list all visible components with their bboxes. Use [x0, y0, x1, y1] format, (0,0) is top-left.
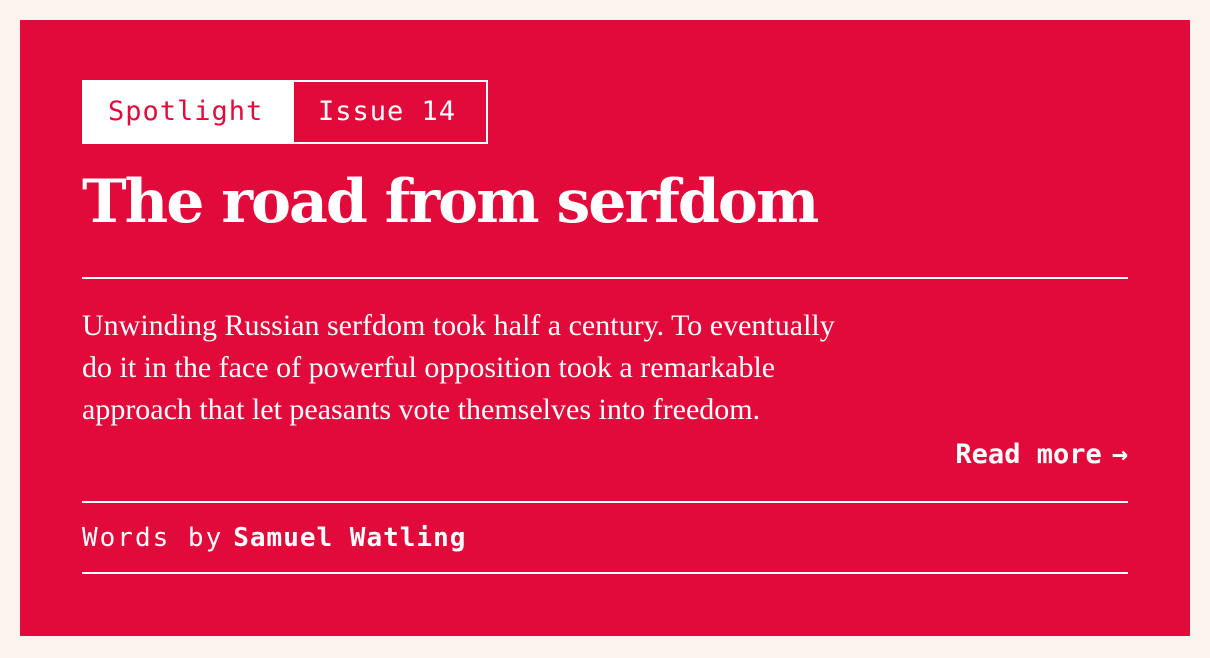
divider — [82, 277, 1128, 279]
spotlight-tag[interactable]: Spotlight — [84, 82, 294, 142]
read-more-label: Read more — [955, 439, 1102, 470]
author-name[interactable]: Samuel Watling — [233, 523, 467, 553]
byline-prefix: Words by — [82, 523, 224, 553]
divider — [82, 501, 1128, 503]
issue-tag[interactable]: Issue 14 — [318, 96, 457, 127]
divider — [82, 572, 1128, 574]
article-title[interactable]: The road from serfdom — [82, 167, 819, 237]
tag-group: Spotlight Issue 14 — [82, 80, 488, 144]
arrow-right-icon: → — [1111, 439, 1128, 470]
byline: Words by Samuel Watling — [82, 520, 466, 556]
read-more-link[interactable]: Read more → — [955, 434, 1128, 476]
article-card: Spotlight Issue 14 The road from serfdom… — [20, 20, 1190, 636]
article-summary: Unwinding Russian serfdom took half a ce… — [82, 309, 835, 426]
